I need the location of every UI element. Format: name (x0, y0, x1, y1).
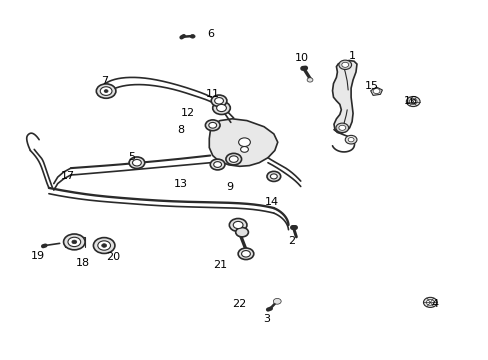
Circle shape (241, 251, 250, 257)
Circle shape (68, 237, 81, 247)
Circle shape (96, 84, 116, 98)
Circle shape (190, 35, 195, 38)
Text: 21: 21 (213, 260, 226, 270)
Circle shape (63, 234, 85, 250)
Circle shape (408, 99, 416, 104)
Text: 12: 12 (181, 108, 195, 118)
Text: 8: 8 (177, 125, 184, 135)
Circle shape (208, 122, 216, 128)
Polygon shape (370, 87, 382, 95)
Text: 22: 22 (232, 299, 246, 309)
Text: 19: 19 (31, 251, 45, 261)
Text: 5: 5 (128, 152, 135, 162)
Circle shape (102, 244, 106, 247)
Circle shape (238, 138, 250, 147)
Circle shape (233, 221, 243, 229)
Circle shape (205, 120, 220, 131)
Text: 4: 4 (431, 299, 438, 309)
Circle shape (335, 123, 348, 132)
Circle shape (229, 219, 246, 231)
Circle shape (423, 297, 436, 307)
Circle shape (225, 153, 241, 165)
Circle shape (100, 87, 112, 95)
Circle shape (345, 135, 356, 144)
Circle shape (129, 157, 144, 168)
Polygon shape (209, 119, 277, 166)
Circle shape (426, 300, 433, 305)
Text: 1: 1 (348, 51, 355, 61)
Circle shape (338, 60, 351, 69)
Circle shape (338, 125, 345, 130)
Text: 11: 11 (205, 89, 219, 99)
Circle shape (406, 96, 419, 107)
Text: 17: 17 (61, 171, 74, 181)
Circle shape (347, 138, 353, 142)
Text: 10: 10 (295, 53, 308, 63)
Text: 18: 18 (76, 258, 90, 268)
Circle shape (273, 298, 281, 304)
Circle shape (235, 228, 248, 237)
Circle shape (216, 104, 226, 112)
Circle shape (132, 159, 141, 166)
Circle shape (270, 174, 277, 179)
Circle shape (98, 241, 110, 250)
Circle shape (229, 156, 238, 162)
Circle shape (306, 78, 312, 82)
Circle shape (210, 159, 224, 170)
Circle shape (93, 238, 115, 253)
Circle shape (240, 147, 248, 152)
Text: 6: 6 (206, 29, 213, 39)
Text: 16: 16 (403, 96, 417, 106)
Text: 3: 3 (263, 314, 270, 324)
Circle shape (372, 89, 379, 94)
Text: 20: 20 (106, 252, 120, 262)
Text: 9: 9 (226, 182, 233, 192)
Circle shape (211, 95, 226, 107)
Circle shape (266, 171, 280, 181)
Text: 15: 15 (364, 81, 378, 91)
Circle shape (212, 102, 230, 114)
Circle shape (341, 62, 348, 67)
Polygon shape (332, 60, 356, 133)
Text: 7: 7 (102, 76, 108, 86)
Circle shape (238, 248, 253, 260)
Circle shape (104, 90, 108, 93)
Circle shape (214, 98, 223, 104)
Text: 14: 14 (264, 197, 278, 207)
Circle shape (72, 240, 77, 244)
Text: 2: 2 (287, 236, 294, 246)
Text: 13: 13 (174, 179, 187, 189)
Circle shape (213, 162, 221, 167)
